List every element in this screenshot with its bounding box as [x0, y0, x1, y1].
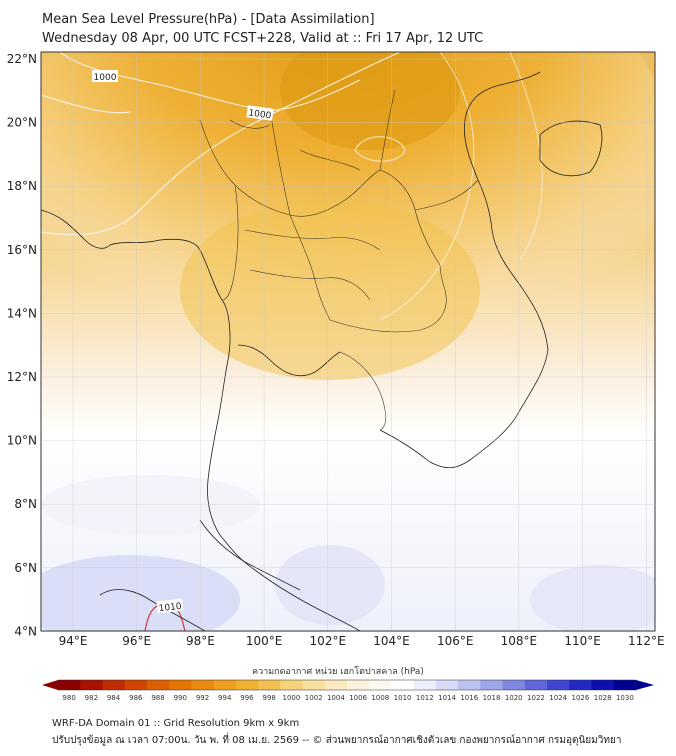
contour-label-1010-south: 1010: [156, 598, 184, 614]
map-subtitle: Wednesday 08 Apr, 00 UTC FCST+228, Valid…: [42, 31, 484, 46]
colorbar-swatch: [191, 680, 215, 690]
lat-tick-label: 14°N: [7, 306, 37, 320]
lon-tick-label: 102°E: [310, 634, 347, 648]
colorbar-tick-label: 1028: [594, 694, 612, 702]
longitude-axis: 94°E 96°E 98°E 100°E 102°E 104°E 106°E 108°E 110…: [59, 634, 665, 648]
map-title: Mean Sea Level Pressure(hPa) - [Data Ass…: [42, 12, 375, 27]
lon-tick-label: 106°E: [437, 634, 474, 648]
colorbar-tick-label: 980: [62, 694, 75, 702]
lon-tick-label: 110°E: [564, 634, 601, 648]
colorbar-tick-label: 996: [240, 694, 254, 702]
lon-tick-label: 108°E: [501, 634, 538, 648]
colorbar-tick-label: 1026: [572, 694, 590, 702]
colorbar-tick-label: 986: [129, 694, 143, 702]
colorbar-swatch: [280, 680, 304, 690]
colorbar-min-arrow: [42, 680, 58, 690]
lat-tick-label: 16°N: [7, 243, 37, 257]
lon-tick-label: 98°E: [186, 634, 215, 648]
colorbar-swatch: [169, 680, 192, 690]
colorbar-tick-label: 1008: [371, 694, 389, 702]
colorbar-swatch: [369, 680, 392, 690]
lat-tick-label: 6°N: [14, 561, 37, 575]
colorbar-tick-label: 1000: [283, 694, 301, 702]
contour-label-1000-north: 1000: [246, 105, 274, 122]
colorbar-tick-label: 994: [218, 694, 232, 702]
colorbar-swatch: [58, 680, 81, 690]
contour-label-text: 1000: [248, 108, 272, 121]
colorbar-ticks: 980 982 984 986 988 990 992 994 996 998 1000 1002 10…: [62, 694, 633, 702]
colorbar-swatch: [302, 680, 326, 690]
colorbar-tick-label: 1020: [505, 694, 523, 702]
footer-domain-info: WRF-DA Domain 01 :: Grid Resolution 9km …: [52, 718, 300, 729]
colorbar-swatch: [80, 680, 103, 690]
colorbar-tick-label: 1018: [483, 694, 501, 702]
colorbar-swatch: [413, 680, 437, 690]
lon-tick-label: 100°E: [246, 634, 283, 648]
colorbar-swatch: [213, 680, 237, 690]
colorbar-swatch: [347, 680, 370, 690]
colorbar-tick-label: 1024: [549, 694, 567, 702]
colorbar-tick-label: 1012: [416, 694, 434, 702]
lon-tick-label: 112°E: [628, 634, 665, 648]
colorbar-swatch: [547, 680, 570, 690]
colorbar-swatch: [613, 680, 637, 690]
colorbar-swatch: [569, 680, 593, 690]
colorbar-swatch: [324, 680, 348, 690]
lon-tick-label: 104°E: [373, 634, 410, 648]
contour-label-1000-west: 1000: [92, 70, 118, 83]
footer-update-info: ปรับปรุงข้อมูล ณ เวลา 07:00น. วัน พ. ที่…: [52, 735, 622, 746]
lat-tick-label: 10°N: [7, 434, 37, 448]
colorbar-swatch: [591, 680, 615, 690]
colorbar-tick-label: 1004: [327, 694, 345, 702]
colorbar-tick-label: 1010: [394, 694, 412, 702]
lat-tick-label: 18°N: [7, 179, 37, 193]
lat-tick-label: 12°N: [7, 370, 37, 384]
lon-tick-label: 96°E: [122, 634, 151, 648]
colorbar-swatch: [102, 680, 126, 690]
colorbar-tick-label: 1016: [460, 694, 478, 702]
colorbar-tick-label: 998: [263, 694, 276, 702]
colorbar-swatch: [458, 680, 481, 690]
colorbar-tick-label: 1022: [527, 694, 545, 702]
colorbar-swatch: [502, 680, 526, 690]
colorbar-swatch: [391, 680, 415, 690]
colorbar-swatch: [258, 680, 281, 690]
coastlines: [41, 71, 603, 631]
lat-tick-label: 8°N: [14, 497, 37, 511]
colorbar-swatch: [124, 680, 148, 690]
colorbar-tick-label: 1030: [616, 694, 634, 702]
colorbar-tick-label: 1006: [349, 694, 367, 702]
colorbar-swatch: [524, 680, 548, 690]
colorbar-outline: [57, 679, 637, 691]
lat-tick-label: 4°N: [14, 624, 37, 638]
lat-tick-label: 22°N: [7, 52, 37, 66]
map-frame: [40, 51, 656, 632]
colorbar-tick-label: 1002: [305, 694, 323, 702]
pressure-field: [41, 52, 655, 631]
colorbar-swatch: [435, 680, 459, 690]
colorbar-max-arrow: [636, 680, 654, 690]
colorbar: [42, 679, 654, 691]
colorbar-tick-label: 984: [107, 694, 121, 702]
lon-tick-label: 94°E: [59, 634, 88, 648]
colorbar-tick-label: 982: [85, 694, 98, 702]
borders: [199, 89, 479, 431]
colorbar-tick-label: 992: [196, 694, 209, 702]
lat-tick-label: 20°N: [7, 116, 37, 130]
colorbar-tick-label: 988: [151, 694, 164, 702]
contour-label-text: 1010: [158, 602, 182, 614]
colorbar-swatch: [235, 680, 259, 690]
colorbar-tick-label: 990: [174, 694, 187, 702]
colorbar-swatch: [480, 680, 504, 690]
colorbar-swatch: [146, 680, 170, 690]
colorbar-title: ความกดอากาศ หน่วย เฮกโตปาสคาล (hPa): [252, 667, 424, 677]
latitude-axis: 22°N 20°N 18°N 16°N 14°N 12°N 10°N 8°N 6°N 4°N: [7, 52, 37, 638]
colorbar-tick-label: 1014: [438, 694, 456, 702]
contour-label-text: 1000: [94, 73, 117, 83]
